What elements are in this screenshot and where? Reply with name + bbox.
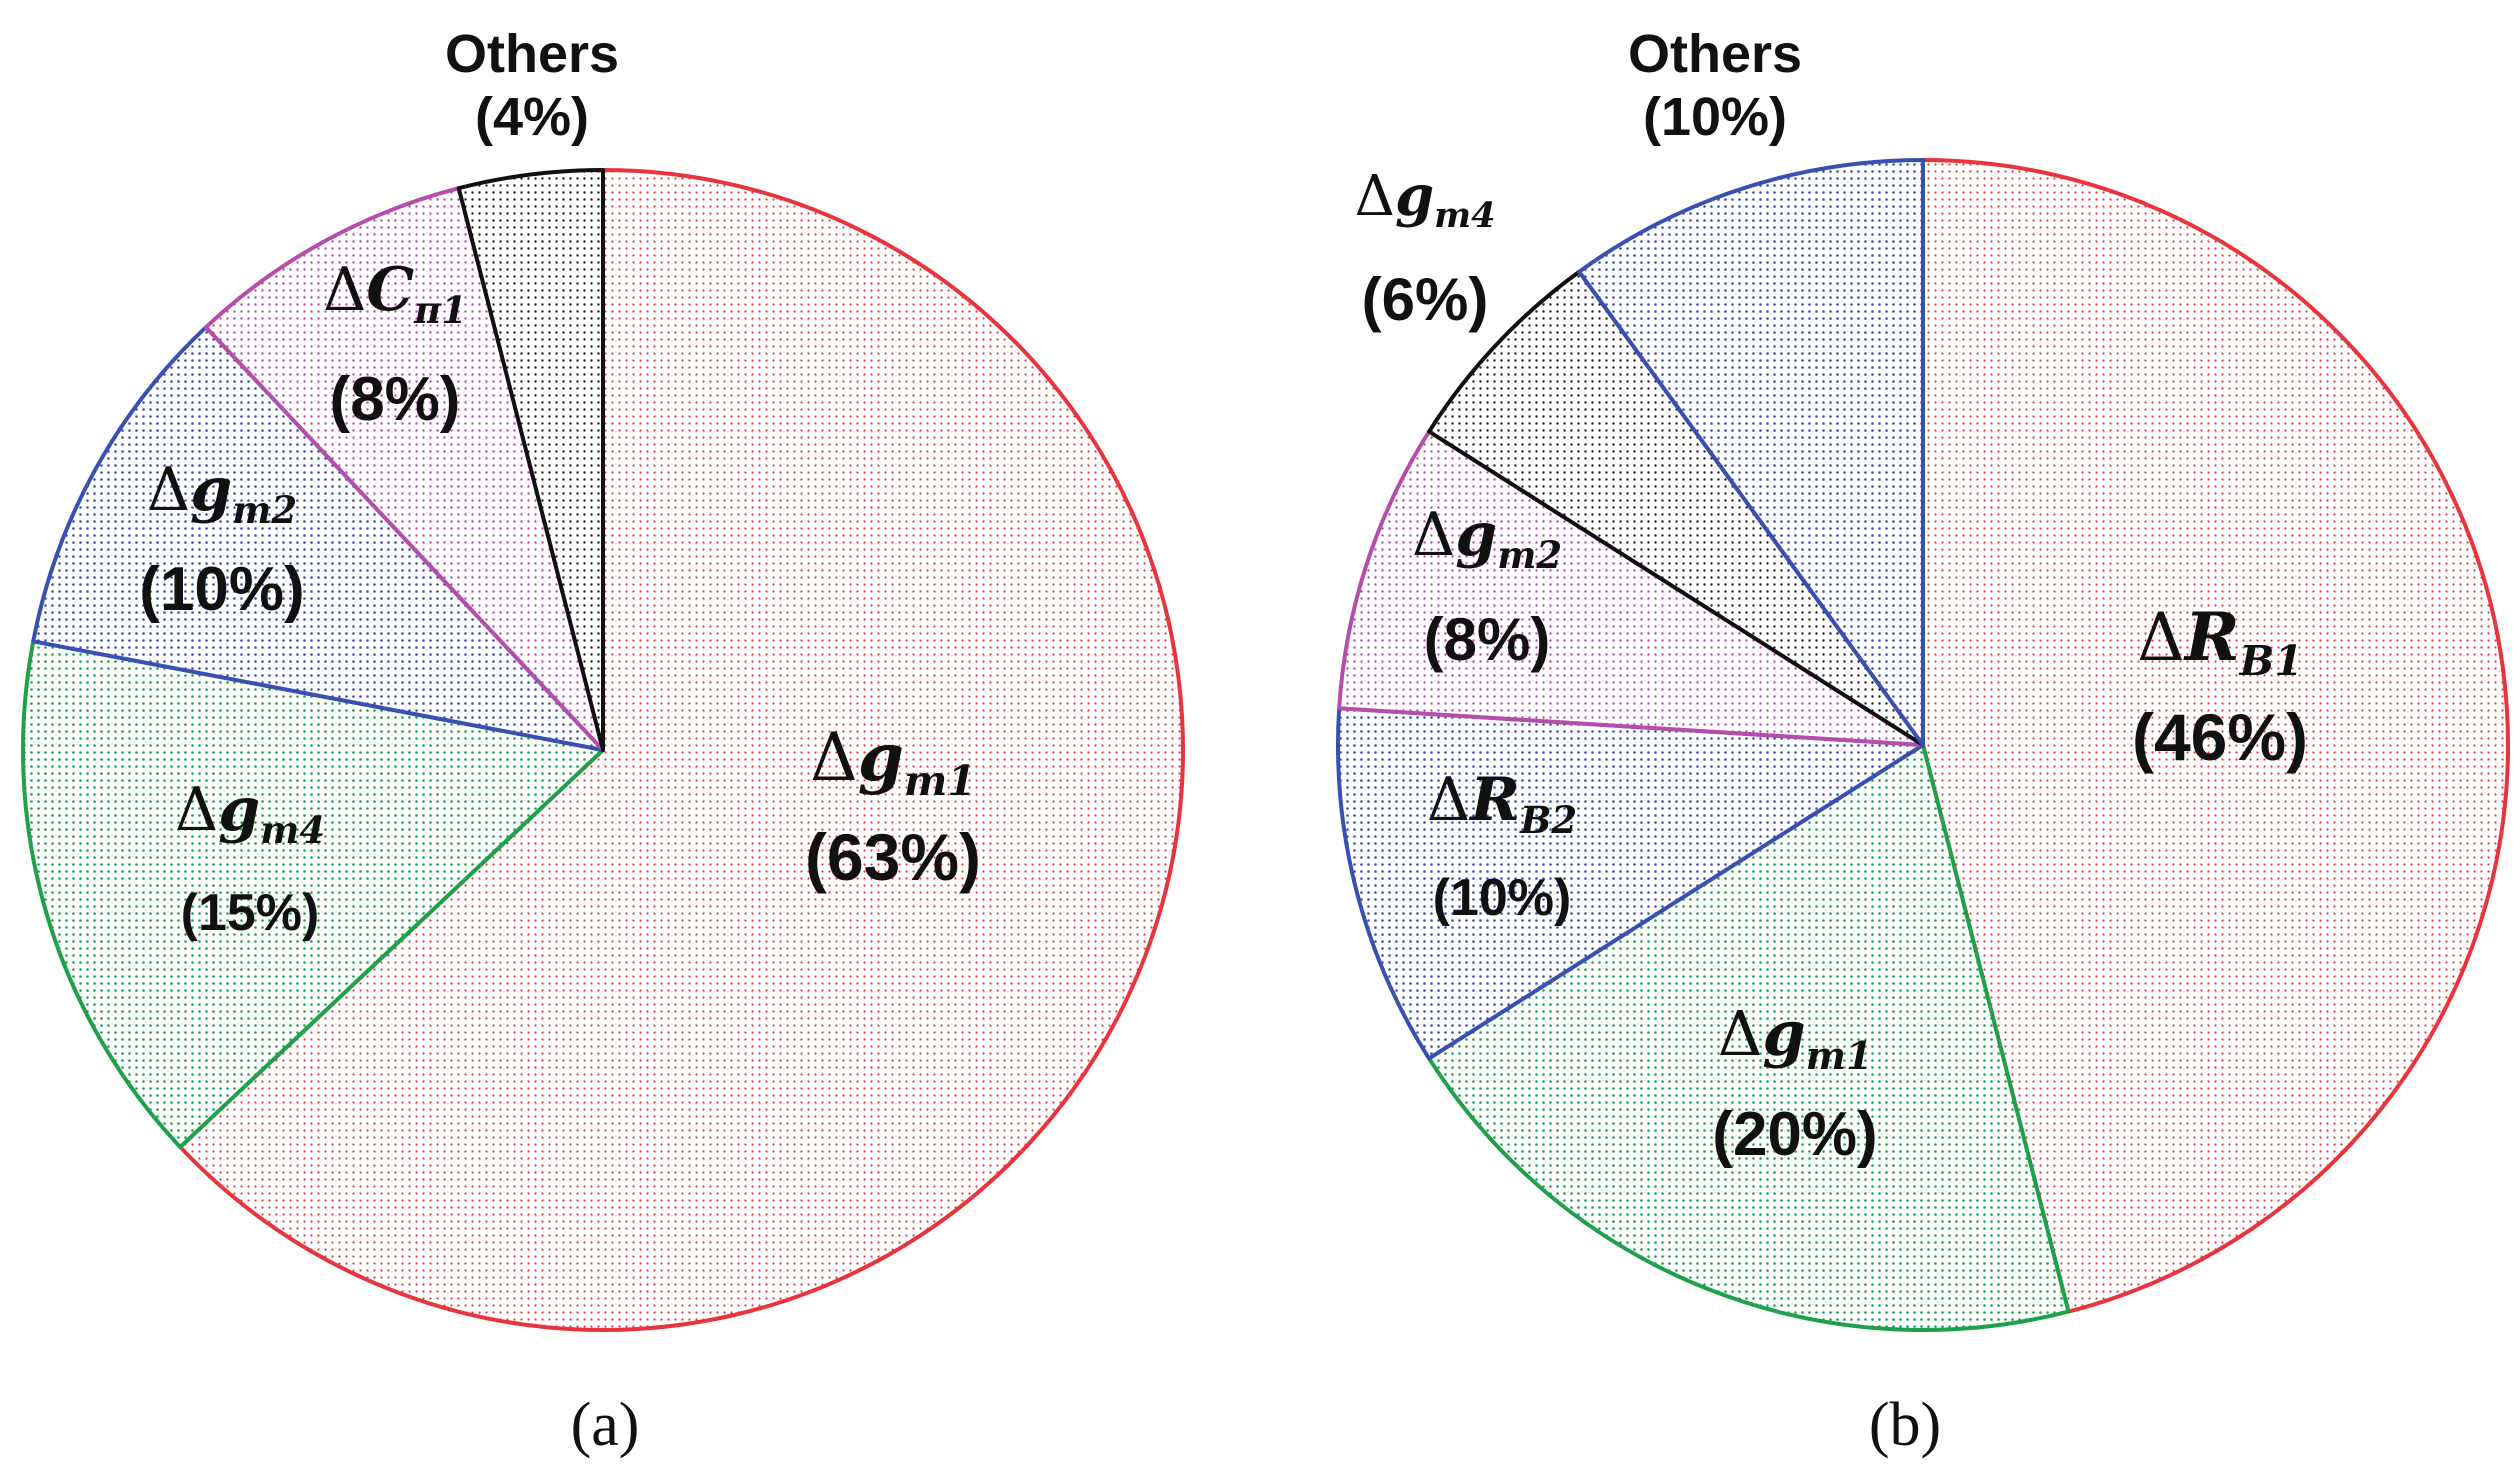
slice-percent-4: (4%) [475, 87, 589, 147]
slice-label-0: ΔRB1 [2137, 598, 2303, 685]
slice-label-2: Δgm2 [147, 455, 297, 532]
pie-slice-1 [1427, 743, 2071, 1332]
slice-label-4: Δgm4 [1355, 163, 1496, 236]
slice-percent-0: (63%) [805, 820, 981, 894]
slice-label-1: Δgm4 [175, 775, 325, 852]
slice-label-0: Δgm1 [810, 718, 976, 805]
slice-label-2: ΔRB2 [1427, 765, 1577, 842]
pie-chart-a: Δgm1 (63%) Δgm4 (15%) Δgm2 (10%) ΔCπ1 (8%) Other… [21, 24, 1185, 1332]
slice-percent-5: (10%) [1643, 87, 1787, 147]
pie-slice-4 [456, 168, 605, 752]
slice-percent-4: (6%) [1362, 266, 1489, 333]
pie-slice-3 [1337, 429, 1925, 747]
slice-label-3: Δgm2 [1412, 500, 1562, 577]
pie-slice-2 [31, 325, 605, 752]
slice-percent-2: (10%) [139, 555, 304, 624]
slice-label-3: ΔCπ1 [323, 255, 467, 332]
slice-label-5: Others [1628, 24, 1802, 84]
slice-percent-1: (15%) [181, 884, 320, 942]
pie-slice-2 [1335, 706, 1925, 1061]
pie-slice-5 [1577, 158, 1925, 747]
slice-label-4: Others [445, 24, 619, 84]
slice-percent-1: (20%) [1712, 1100, 1877, 1169]
pie-slice-0 [178, 168, 1185, 1332]
slice-percent-3: (8%) [330, 365, 461, 434]
caption-a: (a) [571, 1391, 640, 1459]
pie-chart-b: ΔRB1 (46%) Δgm1 (20%) ΔRB2 (10%) Δgm2 (8%) Δgm4 (… [1335, 24, 2510, 1332]
pie-slice-1 [21, 639, 605, 1150]
pie-slice-3 [203, 186, 605, 752]
pie-slice-0 [1921, 158, 2510, 1314]
pie-slice-4 [1427, 269, 1925, 747]
caption-b: (b) [1869, 1391, 1941, 1459]
slice-percent-3: (8%) [1424, 606, 1551, 673]
slice-percent-0: (46%) [2132, 700, 2308, 774]
slice-label-1: Δgm1 [1718, 997, 1873, 1078]
slice-percent-2: (10%) [1433, 869, 1572, 927]
